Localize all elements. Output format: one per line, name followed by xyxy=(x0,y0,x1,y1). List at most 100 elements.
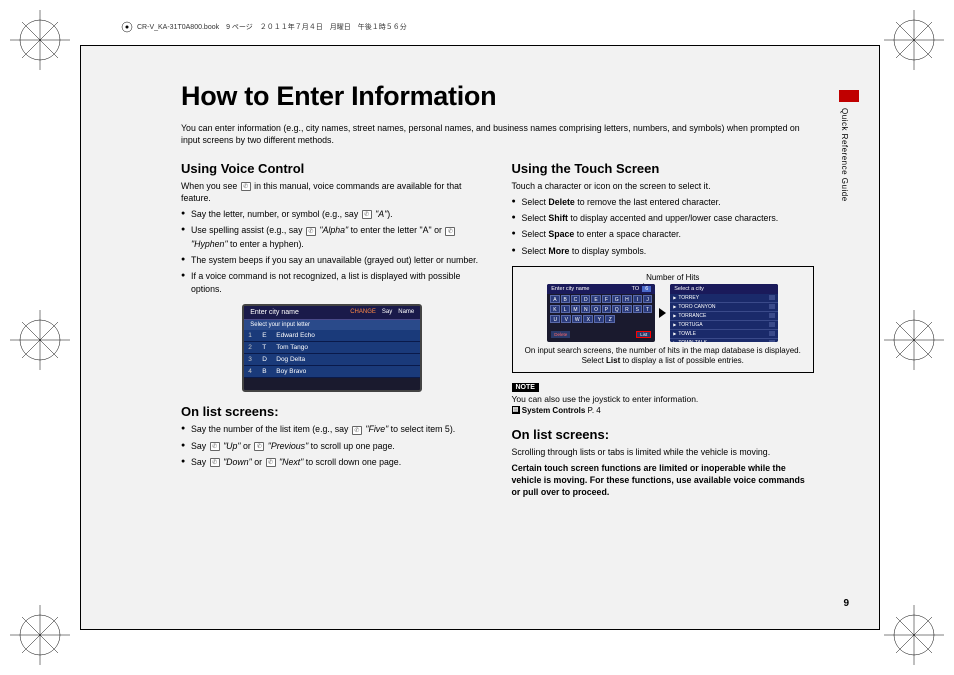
page-frame: CR-V_KA-31T0A800.book 9 ページ ２０１１年７月４日 月曜… xyxy=(80,45,880,630)
list-bullet: Say the number of the list item (e.g., s… xyxy=(181,423,484,436)
keyboard-key: G xyxy=(612,295,621,303)
kbd-entered: TO xyxy=(632,286,640,292)
list-bullet: Say ✆ "Up" or ✆ "Previous" to scroll up … xyxy=(181,440,484,453)
say-button: Say xyxy=(382,309,392,316)
voice-screen-illustration: Enter city name CHANGE Say Name Select y… xyxy=(242,304,422,392)
keyboard-key: U xyxy=(550,315,560,323)
keyboard-key: A xyxy=(550,295,559,303)
arrow-right-icon xyxy=(659,308,666,318)
voice-bullet: Say the letter, number, or symbol (e.g.,… xyxy=(181,208,484,221)
keyboard-key: S xyxy=(633,305,642,313)
on-list-bullets-1: Say the number of the list item (e.g., s… xyxy=(181,423,484,469)
result-screen-title: Select a city xyxy=(674,286,704,292)
on-list-warning: Certain touch screen functions are limit… xyxy=(512,462,815,499)
touch-box-caption: On input search screens, the number of h… xyxy=(519,346,808,367)
voice-icon: ✆ xyxy=(210,458,220,467)
keyboard-key: X xyxy=(583,315,593,323)
result-list-screen: Select a city ▶TORREY▶TORO CANYON▶TORRAN… xyxy=(670,284,778,342)
keyboard-key: N xyxy=(581,305,590,313)
crop-mark-tl xyxy=(10,10,70,70)
right-column: Using the Touch Screen Touch a character… xyxy=(512,161,815,503)
result-row: ▶TORTUGA xyxy=(670,321,778,330)
voice-result-row: 3DDog Delta xyxy=(244,354,420,366)
keyboard-grid: ABCDEFGHIJ KLMNOPQRST UVWXYZ xyxy=(547,294,655,324)
keyboard-key: H xyxy=(622,295,631,303)
screen-title: Enter city name xyxy=(250,309,299,316)
reference-link: ▤ System Controls P. 4 xyxy=(512,406,815,415)
note-badge: NOTE xyxy=(512,383,539,392)
voice-result-row: 2TTom Tango xyxy=(244,342,420,354)
list-button: List xyxy=(636,331,651,338)
left-column: Using Voice Control When you see ✆ in th… xyxy=(181,161,484,503)
result-row: ▶TORO CANYON xyxy=(670,303,778,312)
voice-icon: ✆ xyxy=(445,227,455,236)
touch-bullet: Select More to display symbols. xyxy=(512,245,815,258)
keyboard-key: F xyxy=(602,295,611,303)
crop-mark-ml xyxy=(10,310,70,370)
keyboard-key: K xyxy=(550,305,559,313)
voice-icon: ✆ xyxy=(266,458,276,467)
voice-bullet: If a voice command is not recognized, a … xyxy=(181,270,484,296)
keyboard-key: Q xyxy=(612,305,621,313)
touch-bullet: Select Delete to remove the last entered… xyxy=(512,196,815,209)
touch-bullet: Select Shift to display accented and upp… xyxy=(512,212,815,225)
voice-icon: ✆ xyxy=(210,442,220,451)
keyboard-key: L xyxy=(561,305,570,313)
keyboard-key: P xyxy=(602,305,611,313)
keyboard-screen: Enter city name TO 6 ABCDEFGHIJ KLMNOPQRS… xyxy=(547,284,655,342)
keyboard-key: Z xyxy=(605,315,615,323)
result-row: ▶TORREY xyxy=(670,294,778,303)
voice-icon: ✆ xyxy=(306,227,316,236)
doc-header-text: CR-V_KA-31T0A800.book 9 ページ ２０１１年７月４日 月曜… xyxy=(137,22,407,32)
voice-bullet: Use spelling assist (e.g., say ✆ "Alpha"… xyxy=(181,224,484,250)
kbd-screen-title: Enter city name xyxy=(551,286,589,292)
voice-icon: ✆ xyxy=(241,182,251,191)
keyboard-key: J xyxy=(643,295,652,303)
keyboard-key: E xyxy=(591,295,600,303)
keyboard-key: D xyxy=(581,295,590,303)
touch-illustration-box: Number of Hits Enter city name TO 6 xyxy=(512,266,815,374)
hits-label: Number of Hits xyxy=(646,273,699,282)
result-row: ▶TOWLE xyxy=(670,330,778,339)
voice-result-row: 4BBoy Bravo xyxy=(244,366,420,378)
result-row: ▶TORRANCE xyxy=(670,312,778,321)
book-icon: ▤ xyxy=(512,406,520,414)
keyboard-key: W xyxy=(572,315,582,323)
voice-icon: ✆ xyxy=(254,442,264,451)
kbd-hits: 6 xyxy=(642,286,651,292)
keyboard-key: O xyxy=(591,305,600,313)
keyboard-key: C xyxy=(571,295,580,303)
keyboard-key: Y xyxy=(594,315,604,323)
result-row: ▶TOWN TALK xyxy=(670,339,778,342)
screen-subtitle: Select your input letter xyxy=(244,320,420,330)
touch-intro: Touch a character or icon on the screen … xyxy=(512,180,815,192)
voice-heading: Using Voice Control xyxy=(181,161,484,176)
list-bullet: Say ✆ "Down" or ✆ "Next" to scroll down … xyxy=(181,456,484,469)
voice-icon: ✆ xyxy=(352,426,362,435)
crop-mark-br xyxy=(884,605,944,665)
voice-intro: When you see ✆ in this manual, voice com… xyxy=(181,180,484,205)
voice-bullet: The system beeps if you say an unavailab… xyxy=(181,254,484,267)
touch-bullet: Select Space to enter a space character. xyxy=(512,228,815,241)
keyboard-key: M xyxy=(571,305,580,313)
delete-button: Delete xyxy=(551,331,570,338)
keyboard-key: I xyxy=(633,295,642,303)
voice-result-row: 1EEdward Echo xyxy=(244,330,420,342)
touch-bullet-list: Select Delete to remove the last entered… xyxy=(512,196,815,258)
touch-heading: Using the Touch Screen xyxy=(512,161,815,176)
crop-mark-tr xyxy=(884,10,944,70)
keyboard-key: V xyxy=(561,315,571,323)
intro-paragraph: You can enter information (e.g., city na… xyxy=(181,122,814,147)
keyboard-key: T xyxy=(643,305,652,313)
doc-header: CR-V_KA-31T0A800.book 9 ページ ２０１１年７月４日 月曜… xyxy=(121,21,407,33)
result-rows: ▶TORREY▶TORO CANYON▶TORRANCE▶TORTUGA▶TOW… xyxy=(670,294,778,342)
note-text: You can also use the joystick to enter i… xyxy=(512,394,815,405)
on-list-intro-2: Scrolling through lists or tabs is limit… xyxy=(512,446,815,458)
page-title: How to Enter Information xyxy=(181,81,814,112)
voice-result-rows: 1EEdward Echo2TTom Tango3DDog Delta4BBoy… xyxy=(244,330,420,378)
keyboard-key: B xyxy=(561,295,570,303)
voice-bullet-list: Say the letter, number, or symbol (e.g.,… xyxy=(181,208,484,296)
crop-mark-bl xyxy=(10,605,70,665)
name-button: Name xyxy=(398,309,414,316)
keyboard-key: R xyxy=(622,305,631,313)
